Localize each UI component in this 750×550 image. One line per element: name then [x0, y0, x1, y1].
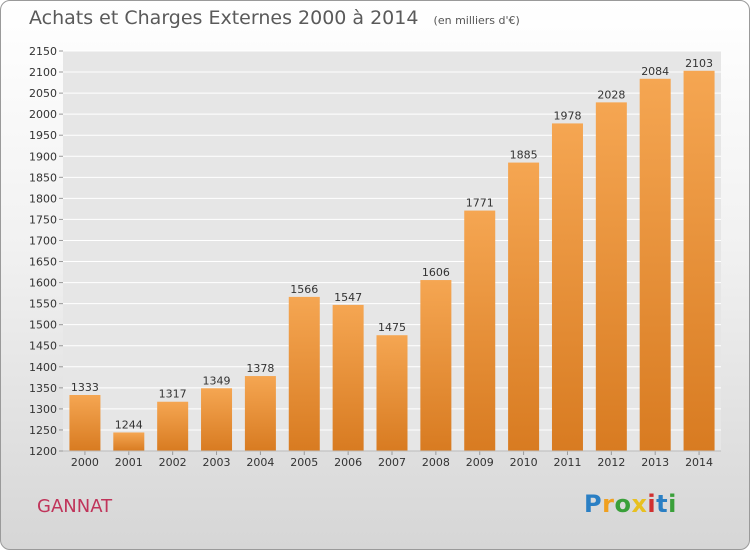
data-label: 1475 — [378, 321, 406, 334]
brand-letter: i — [668, 490, 677, 518]
bar — [157, 401, 189, 451]
x-tick-label: 2014 — [685, 456, 713, 469]
y-tick-labels: 1200 1250 1300 1350 1400 1450 1500 1550 1600 1650… — [29, 45, 63, 458]
data-label: 1606 — [422, 266, 450, 279]
y-tick-label: 1800 — [29, 192, 57, 205]
bar — [332, 304, 364, 451]
x-tick-label: 2001 — [115, 456, 143, 469]
bar — [113, 432, 145, 451]
data-label: 2084 — [641, 65, 669, 78]
data-label: 1771 — [466, 197, 494, 210]
y-tick-label: 1350 — [29, 382, 57, 395]
x-tick-label: 2012 — [597, 456, 625, 469]
x-tick-label: 2010 — [510, 456, 538, 469]
x-tick-label: 2013 — [641, 456, 669, 469]
data-label: 1244 — [115, 418, 143, 431]
bar — [420, 280, 452, 451]
bar — [683, 70, 715, 451]
x-tick-label: 2007 — [378, 456, 406, 469]
x-tick-label: 2002 — [159, 456, 187, 469]
x-tick-label: 2004 — [246, 456, 274, 469]
brand-letter: o — [614, 490, 632, 518]
bars — [69, 70, 715, 452]
data-label: 1978 — [553, 109, 581, 122]
x-tick-label: 2005 — [290, 456, 318, 469]
brand-letter: r — [602, 490, 615, 518]
y-tick-label: 1400 — [29, 361, 57, 374]
x-tick-label: 2011 — [553, 456, 581, 469]
title-row: Achats et Charges Externes 2000 à 2014 (… — [29, 7, 520, 29]
bar — [639, 78, 671, 451]
bar — [508, 162, 540, 451]
y-tick-label: 1550 — [29, 298, 57, 311]
x-tick-label: 2000 — [71, 456, 99, 469]
y-tick-label: 2150 — [29, 45, 57, 58]
bar — [595, 102, 627, 452]
data-label: 2103 — [685, 57, 713, 70]
bar — [288, 296, 320, 451]
data-label: 1885 — [510, 149, 538, 162]
bar — [69, 395, 101, 451]
brand-letter: t — [656, 490, 669, 518]
x-tick-label: 2006 — [334, 456, 362, 469]
y-tick-label: 2050 — [29, 87, 57, 100]
bar — [244, 376, 276, 451]
data-label: 1317 — [159, 388, 187, 401]
brand-letter: x — [631, 490, 648, 518]
y-tick-label: 1950 — [29, 129, 57, 142]
proxiti-logo: Proxiti — [584, 490, 677, 518]
data-label: 1566 — [290, 283, 318, 296]
commune-name: GANNAT — [37, 496, 113, 517]
y-tick-label: 1700 — [29, 234, 57, 247]
y-tick-label: 1450 — [29, 340, 57, 353]
data-label: 2028 — [597, 88, 625, 101]
bar — [464, 210, 496, 451]
y-tick-label: 2100 — [29, 66, 57, 79]
x-tick-label: 2003 — [203, 456, 231, 469]
x-tick-label: 2008 — [422, 456, 450, 469]
y-tick-label: 1500 — [29, 319, 57, 332]
data-label: 1333 — [71, 381, 99, 394]
bar — [551, 123, 583, 451]
y-tick-label: 1650 — [29, 256, 57, 269]
y-tick-label: 1300 — [29, 403, 57, 416]
y-tick-label: 1250 — [29, 424, 57, 437]
x-tick-label: 2009 — [466, 456, 494, 469]
data-label: 1349 — [203, 374, 231, 387]
data-label: 1547 — [334, 291, 362, 304]
y-tick-label: 1900 — [29, 150, 57, 163]
x-tick-labels: 2000 2001 2002 2003 2004 2005 2006 2007 2008 2009… — [71, 451, 713, 469]
unit-note: (en milliers d'€) — [433, 14, 520, 27]
data-labels: 1333 1244 1317 1349 1378 1566 1547 1475 1606 1771… — [71, 57, 713, 432]
y-tick-label: 1200 — [29, 445, 57, 458]
y-tick-label: 1600 — [29, 277, 57, 290]
bar — [201, 388, 233, 451]
brand-letter: i — [647, 490, 657, 518]
chart-title: Achats et Charges Externes 2000 à 2014 — [29, 7, 419, 29]
y-tick-label: 1850 — [29, 171, 57, 184]
y-tick-label: 2000 — [29, 108, 57, 121]
y-tick-label: 1750 — [29, 213, 57, 226]
bar — [376, 335, 408, 451]
brand-letter: P — [584, 490, 603, 518]
data-label: 1378 — [246, 362, 274, 375]
